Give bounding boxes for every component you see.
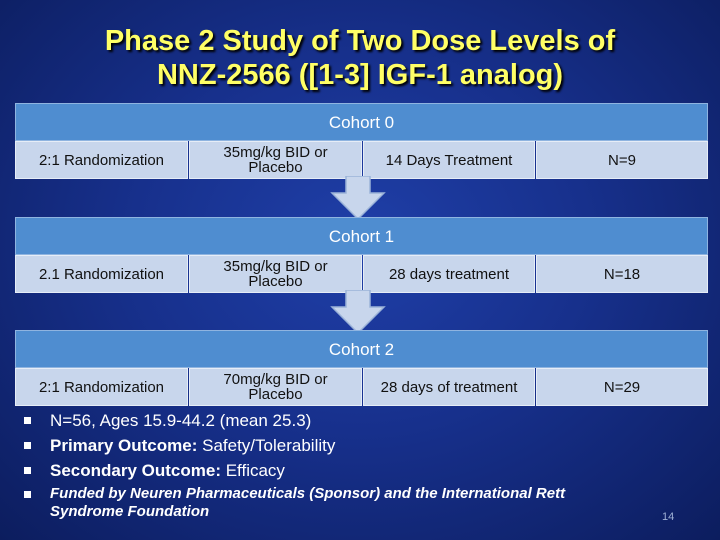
bullet-label: Secondary Outcome: <box>50 461 221 480</box>
bullet-list: N=56, Ages 15.9-44.2 (mean 25.3) Primary… <box>22 408 662 521</box>
bullet-text: N=56, Ages 15.9-44.2 (mean 25.3) <box>50 411 312 430</box>
cohort-header: Cohort 1 <box>15 217 708 255</box>
bullet-item: Secondary Outcome: Efficacy <box>22 458 662 483</box>
down-arrow-icon <box>330 290 386 335</box>
square-bullet-icon <box>24 491 31 498</box>
bullet-value: Efficacy <box>221 461 285 480</box>
treatment-cell: 14 Days Treatment <box>363 141 535 179</box>
treatment-cell: 28 days treatment <box>363 255 535 293</box>
cohort-header: Cohort 2 <box>15 330 708 368</box>
dose-line-1: 35mg/kg BID or <box>223 258 328 275</box>
dose-line-1: 35mg/kg BID or <box>223 144 328 161</box>
cohort-row: 2:1 Randomization 35mg/kg BID or Placebo… <box>15 141 708 179</box>
title-line-2: NNZ-2566 ([1-3] IGF-1 analog) <box>156 59 564 91</box>
bullet-text-line-2: Syndrome Foundation <box>50 503 210 520</box>
bullet-label: Primary Outcome: <box>50 436 198 455</box>
cohort-row: 2:1 Randomization 70mg/kg BID or Placebo… <box>15 368 708 406</box>
n-cell: N=29 <box>536 368 708 406</box>
dose-line-2: Placebo <box>248 273 303 290</box>
n-cell: N=9 <box>536 141 708 179</box>
bullet-item: N=56, Ages 15.9-44.2 (mean 25.3) <box>22 408 662 433</box>
bullet-text-line-1: Funded by Neuren Pharmaceuticals (Sponso… <box>50 485 566 502</box>
dose-cell: 35mg/kg BID or Placebo <box>189 141 362 179</box>
dose-cell: 70mg/kg BID or Placebo <box>189 368 362 406</box>
square-bullet-icon <box>24 467 31 474</box>
treatment-cell: 28 days of treatment <box>363 368 535 406</box>
randomization-cell: 2:1 Randomization <box>15 368 188 406</box>
randomization-cell: 2:1 Randomization <box>15 141 188 179</box>
dose-line-2: Placebo <box>248 386 303 403</box>
bullet-value: Safety/Tolerability <box>197 436 336 455</box>
square-bullet-icon <box>24 417 31 424</box>
square-bullet-icon <box>24 442 31 449</box>
dose-line-2: Placebo <box>248 159 303 176</box>
bullet-item: Funded by Neuren Pharmaceuticals (Sponso… <box>22 485 662 521</box>
dose-line-1: 70mg/kg BID or <box>223 371 328 388</box>
n-cell: N=18 <box>536 255 708 293</box>
bullet-item: Primary Outcome: Safety/Tolerability <box>22 433 662 458</box>
slide-title: Phase 2 Study of Two Dose Levels of NNZ-… <box>20 24 700 92</box>
dose-cell: 35mg/kg BID or Placebo <box>189 255 362 293</box>
randomization-cell: 2.1 Randomization <box>15 255 188 293</box>
cohort-header: Cohort 0 <box>15 103 708 141</box>
title-line-1: Phase 2 Study of Two Dose Levels of <box>104 25 616 57</box>
cohort-row: 2.1 Randomization 35mg/kg BID or Placebo… <box>15 255 708 293</box>
page-number: 14 <box>662 511 675 523</box>
down-arrow-icon <box>330 176 386 221</box>
